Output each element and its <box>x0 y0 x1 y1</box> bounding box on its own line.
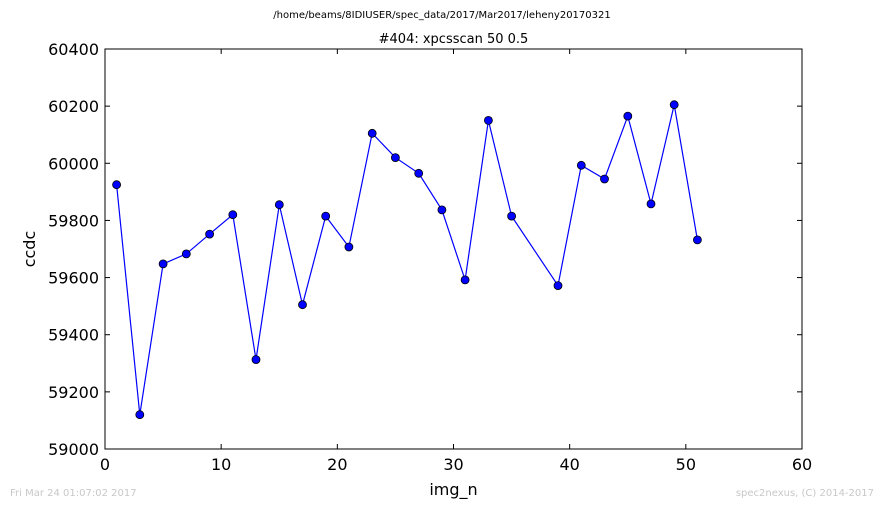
data-point <box>623 111 633 121</box>
data-point <box>507 211 517 221</box>
y-tick-label: 59800 <box>48 211 99 230</box>
x-tick-label: 50 <box>676 455 696 474</box>
x-tick-label: 40 <box>559 455 579 474</box>
y-tick-label: 60000 <box>48 154 99 173</box>
data-point <box>600 174 609 184</box>
x-tick-label: 20 <box>327 455 347 474</box>
data-point <box>181 249 191 259</box>
timestamp-footer: Fri Mar 24 01:07:02 2017 <box>10 488 137 499</box>
x-axis-label: img_n <box>429 480 477 500</box>
data-point <box>344 242 354 252</box>
x-tick-label: 0 <box>100 455 110 474</box>
data-point <box>158 259 168 269</box>
data-point <box>460 275 470 285</box>
y-tick-label: 59200 <box>48 383 99 402</box>
chart-title: #404: xpcsscan 50 0.5 <box>379 32 529 47</box>
data-point <box>553 281 563 291</box>
y-tick-label: 59400 <box>48 326 99 345</box>
data-point <box>367 128 377 138</box>
data-point <box>251 355 261 365</box>
data-point <box>205 229 215 239</box>
series-line <box>116 104 698 415</box>
data-point <box>646 199 656 209</box>
data-point <box>483 116 493 125</box>
data-point <box>135 410 145 420</box>
y-axis: 59000 59200 59400 59600 59800 60000 60200 60400 <box>48 40 802 459</box>
y-tick-label: 59000 <box>48 440 99 459</box>
data-point <box>228 210 238 220</box>
data-point <box>437 205 447 215</box>
data-point <box>274 200 284 210</box>
data-point <box>693 235 702 245</box>
data-point <box>321 211 331 221</box>
y-tick-label: 60400 <box>48 40 99 59</box>
credit-footer: spec2nexus, (C) 2014-2017 <box>735 488 874 499</box>
data-point <box>390 153 400 163</box>
data-point <box>112 180 121 190</box>
series-points <box>112 100 702 420</box>
data-point <box>576 160 586 170</box>
x-axis: 0 10 20 30 40 50 60 <box>100 49 812 474</box>
x-tick-label: 60 <box>792 455 812 474</box>
figure-path-title: /home/beams/8IDIUSER/spec_data/2017/Mar2… <box>273 10 611 21</box>
y-tick-label: 60200 <box>48 97 99 116</box>
data-point <box>669 100 679 110</box>
x-tick-label: 10 <box>211 455 231 474</box>
plot-area <box>104 48 803 450</box>
y-tick-label: 59600 <box>48 269 99 288</box>
y-axis-label: ccdc <box>20 231 39 268</box>
data-point <box>298 300 307 310</box>
x-tick-label: 30 <box>443 455 463 474</box>
data-point <box>414 168 424 178</box>
